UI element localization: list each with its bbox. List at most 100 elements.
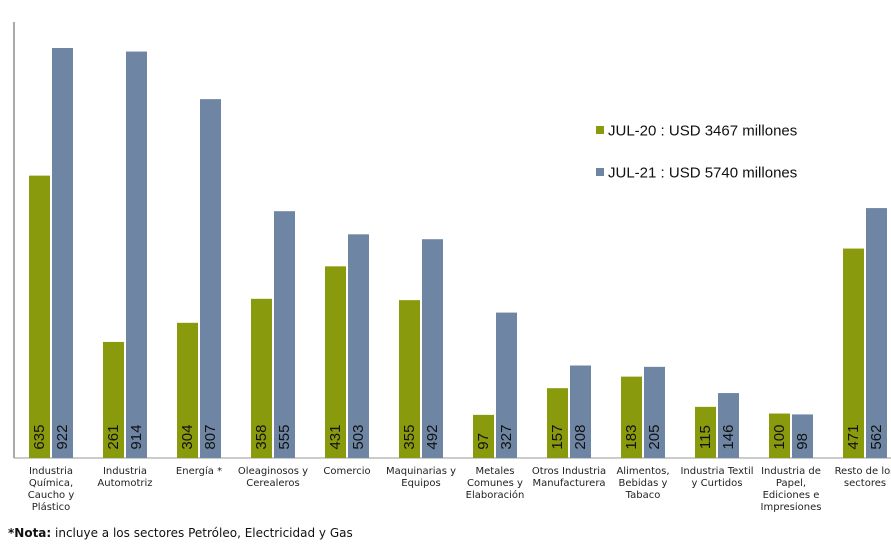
data-label: 157	[549, 425, 566, 450]
category-label-line: Comercio	[323, 466, 370, 477]
footnote-bold: *Nota:	[8, 526, 52, 540]
category-label-line: Maquinarias y	[386, 466, 456, 477]
category-label-line: Industria	[103, 466, 147, 477]
bar-jul20	[103, 341, 124, 458]
data-label: 97	[475, 433, 492, 450]
bar-jul21	[866, 208, 887, 458]
category-label-line: Metales	[476, 466, 515, 477]
bar-jul20	[177, 322, 198, 458]
data-label: 146	[720, 425, 737, 450]
bar-jul20	[843, 248, 864, 458]
category-label: Alimentos, Bebidas y Tabaco	[616, 466, 669, 501]
bar-jul21	[126, 51, 147, 458]
category-label-line: Elaboración	[466, 489, 525, 501]
bar-jul20	[621, 376, 642, 458]
category-label-line: Automotriz	[97, 478, 152, 489]
bar-jul20	[547, 388, 568, 458]
legend-swatch	[596, 168, 604, 176]
category-label-line: Industria	[29, 466, 73, 477]
bar-jul21	[496, 312, 517, 458]
category-label: Otros Industria Manufacturera	[532, 466, 606, 489]
data-label: 555	[276, 425, 293, 450]
category-label-line: Industria Textil	[680, 466, 753, 477]
data-label: 431	[327, 425, 344, 450]
data-label: 208	[572, 425, 589, 450]
data-label: 635	[31, 425, 48, 450]
bar-jul20	[695, 406, 716, 458]
category-label: Industria Química, Caucho y Plástico	[28, 466, 75, 513]
category-label-line: y Curtidos	[692, 478, 743, 489]
data-label: 205	[646, 425, 663, 450]
category-label-line: Cerealeros	[246, 478, 299, 489]
data-label: 183	[623, 425, 640, 450]
data-label: 503	[350, 425, 367, 450]
data-label: 562	[868, 425, 885, 450]
category-label-line: Manufacturera	[532, 478, 605, 489]
category-label-line: Plástico	[32, 501, 70, 513]
category-label: Industria de Papel, Ediciones e Impresiones	[761, 466, 822, 513]
data-label: 914	[128, 425, 145, 450]
category-label-line: Comunes y	[467, 478, 523, 489]
legend-label: JUL-21 : USD 5740 millones	[608, 165, 797, 182]
category-label-line: Caucho y	[28, 490, 75, 501]
category-label-line: Oleaginosos y	[238, 466, 308, 477]
category-label-line: Resto de los	[835, 466, 891, 477]
data-label: 922	[54, 425, 71, 450]
bar-jul21	[644, 366, 665, 458]
category-label: Resto de los sectores	[835, 466, 891, 489]
bar-chart: 635 922 261 914 304 807 358 555 431 503 355 492 97 32…	[13, 22, 891, 513]
category-label-line: Alimentos,	[616, 466, 669, 477]
category-label: Energía *	[176, 465, 222, 477]
bar-jul20	[29, 175, 50, 458]
data-label: 115	[697, 425, 714, 449]
category-labels-group: Industria Química, Caucho y PlásticoIndustr…	[28, 465, 891, 513]
data-label: 327	[498, 425, 515, 450]
bar-jul20	[325, 266, 346, 458]
legend: JUL-20 : USD 3467 millones JUL-21 : USD 5…	[596, 123, 797, 182]
bar-jul21	[274, 211, 295, 458]
bar-jul21	[570, 365, 591, 458]
category-label-line: Química,	[29, 477, 73, 489]
category-label-line: sectores	[844, 478, 886, 489]
bar-jul20	[251, 298, 272, 458]
category-label-line: Ediciones e	[763, 490, 820, 501]
bar-jul20	[769, 413, 790, 458]
data-labels-group: 635 922 261 914 304 807 358 555 431 503 355 492 97 32…	[31, 425, 885, 450]
data-label: 471	[845, 425, 862, 450]
data-label: 261	[105, 425, 122, 450]
data-label: 355	[401, 425, 418, 450]
category-label: Oleaginosos y Cerealeros	[238, 466, 308, 489]
category-label-line: Energía *	[176, 465, 222, 477]
category-label: Metales Comunes y Elaboración	[466, 466, 525, 501]
category-label: Industria Textil y Curtidos	[680, 466, 753, 489]
category-label-line: Tabaco	[625, 490, 661, 501]
bar-jul21	[200, 99, 221, 459]
footnote-text: incluye a los sectores Petróleo, Electri…	[51, 526, 353, 540]
footnote: *Nota: incluye a los sectores Petróleo, …	[8, 526, 353, 540]
category-label-line: Bebidas y	[619, 478, 668, 489]
category-label: Industria Automotriz	[97, 466, 152, 489]
bar-jul21	[718, 393, 739, 458]
category-label-line: Otros Industria	[532, 466, 606, 477]
data-label: 98	[794, 433, 811, 450]
legend-label: JUL-20 : USD 3467 millones	[608, 123, 797, 140]
bars-group	[29, 48, 887, 459]
bar-jul21	[792, 414, 813, 458]
data-label: 807	[202, 425, 219, 450]
category-label-line: Equipos	[401, 478, 440, 489]
data-label: 100	[771, 425, 788, 450]
data-label: 358	[253, 425, 270, 450]
bar-jul21	[52, 48, 73, 458]
bar-jul21	[348, 234, 369, 458]
bar-jul20	[473, 414, 494, 458]
category-label-line: Papel,	[776, 478, 806, 489]
bar-jul20	[399, 300, 420, 458]
category-label-line: Industria de	[761, 466, 821, 477]
bar-jul21	[422, 239, 443, 458]
category-label: Comercio	[323, 466, 370, 477]
category-label: Maquinarias y Equipos	[386, 466, 456, 489]
category-label-line: Impresiones	[761, 502, 822, 513]
data-label: 304	[179, 425, 196, 450]
legend-swatch	[596, 126, 604, 134]
data-label: 492	[424, 425, 441, 450]
